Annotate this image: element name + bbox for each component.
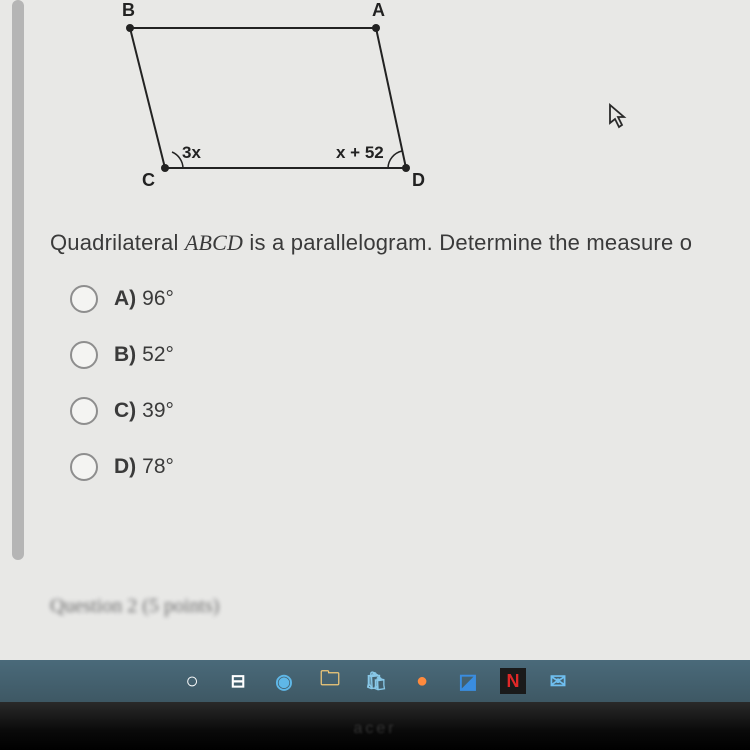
radio-a[interactable] [70, 285, 98, 313]
taskbar: ○ ⊟ ◉ 🗀 🛍 ● ◪ N ✉ [0, 660, 750, 702]
monitor-bezel: acer [0, 702, 750, 750]
svg-text:3x: 3x [182, 143, 201, 162]
option-c-label: C)39° [114, 399, 174, 423]
next-question-cut: Question 2 (5 points) [50, 595, 219, 618]
question-prompt: Quadrilateral ABCD is a parallelogram. D… [50, 230, 692, 256]
netflix-icon[interactable]: N [500, 668, 526, 694]
option-a-label: A)96° [114, 287, 174, 311]
option-d-label: D)78° [114, 455, 174, 479]
radio-d[interactable] [70, 453, 98, 481]
answer-options: A)96° B)52° C)39° D)78° [70, 285, 174, 509]
left-scrollbar[interactable] [12, 0, 24, 560]
radio-b[interactable] [70, 341, 98, 369]
mail-icon[interactable]: ✉ [544, 667, 572, 695]
svg-text:A: A [372, 0, 385, 20]
edge-icon[interactable]: ◉ [270, 667, 298, 695]
cursor-icon [608, 103, 628, 134]
option-b-label: B)52° [114, 343, 174, 367]
radio-c[interactable] [70, 397, 98, 425]
option-b[interactable]: B)52° [70, 341, 174, 369]
option-a[interactable]: A)96° [70, 285, 174, 313]
parallelogram-diagram: BACD3xx + 52 [50, 0, 410, 200]
task-view-icon[interactable]: ⊟ [224, 667, 252, 695]
option-d[interactable]: D)78° [70, 453, 174, 481]
svg-text:x + 52: x + 52 [336, 143, 384, 162]
svg-text:C: C [142, 170, 155, 190]
prompt-pre: Quadrilateral [50, 230, 185, 255]
diagram-svg: B A C D 3x x + 52 [50, 0, 450, 200]
file-explorer-icon[interactable]: 🗀 [316, 667, 344, 695]
bezel-logo: acer [353, 720, 396, 738]
svg-text:B: B [122, 0, 135, 20]
app-blue-icon[interactable]: ◪ [454, 667, 482, 695]
prompt-post: is a parallelogram. Determine the measur… [243, 230, 692, 255]
store-icon[interactable]: 🛍 [362, 667, 390, 695]
svg-text:D: D [412, 170, 425, 190]
option-c[interactable]: C)39° [70, 397, 174, 425]
question-panel: B A C D 3x x + 52 Quadrilateral ABCD is a par… [0, 0, 750, 680]
prompt-italic: ABCD [185, 230, 243, 255]
firefox-icon[interactable]: ● [408, 667, 436, 695]
cortana-circle-icon[interactable]: ○ [178, 667, 206, 695]
